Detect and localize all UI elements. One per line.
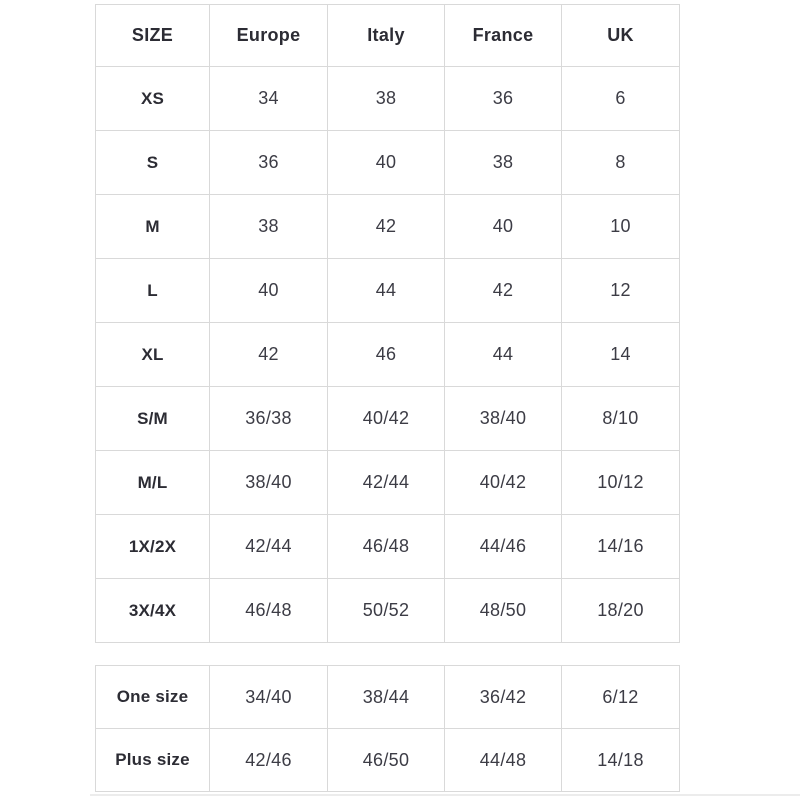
table-row-m: M 38 42 40 10 <box>95 194 680 259</box>
size-label-cell: 3X/4X <box>95 578 210 643</box>
size-value-cell: 46 <box>327 322 445 387</box>
size-value-cell: 6/12 <box>561 665 680 729</box>
column-header-europe: Europe <box>209 4 328 67</box>
table-header-row: SIZE Europe Italy France UK <box>95 4 680 67</box>
size-value-cell: 42/44 <box>209 514 328 579</box>
size-label-cell: S <box>95 130 210 195</box>
size-value-cell: 38 <box>327 66 445 131</box>
size-value-cell: 40 <box>444 194 562 259</box>
size-value-cell: 42/46 <box>209 728 328 792</box>
size-value-cell: 14/16 <box>561 514 680 579</box>
size-value-cell: 36/42 <box>444 665 562 729</box>
column-header-france: France <box>444 4 562 67</box>
size-value-cell: 14/18 <box>561 728 680 792</box>
size-value-cell: 36/38 <box>209 386 328 451</box>
table-row-sm: S/M 36/38 40/42 38/40 8/10 <box>95 386 680 451</box>
size-label-cell: XS <box>95 66 210 131</box>
column-header-size: SIZE <box>95 4 210 67</box>
size-value-cell: 42 <box>209 322 328 387</box>
bottom-divider <box>90 794 800 796</box>
size-value-cell: 6 <box>561 66 680 131</box>
table-row-plussize: Plus size 42/46 46/50 44/48 14/18 <box>95 728 680 792</box>
column-header-uk: UK <box>561 4 680 67</box>
size-value-cell: 48/50 <box>444 578 562 643</box>
table-row-1x2x: 1X/2X 42/44 46/48 44/46 14/16 <box>95 514 680 579</box>
size-value-cell: 50/52 <box>327 578 445 643</box>
size-label-cell: XL <box>95 322 210 387</box>
size-value-cell: 36 <box>444 66 562 131</box>
size-value-cell: 10 <box>561 194 680 259</box>
size-conversion-table: SIZE Europe Italy France UK XS 34 38 36 … <box>95 4 680 643</box>
size-value-cell: 34/40 <box>209 665 328 729</box>
size-value-cell: 42 <box>444 258 562 323</box>
size-label-cell: Plus size <box>95 728 210 792</box>
table-row-s: S 36 40 38 8 <box>95 130 680 195</box>
size-value-cell: 44 <box>444 322 562 387</box>
size-value-cell: 40/42 <box>327 386 445 451</box>
size-value-cell: 40 <box>327 130 445 195</box>
table-row-onesize: One size 34/40 38/44 36/42 6/12 <box>95 665 680 729</box>
table-row-ml: M/L 38/40 42/44 40/42 10/12 <box>95 450 680 515</box>
size-value-cell: 38/40 <box>444 386 562 451</box>
size-value-cell: 38/40 <box>209 450 328 515</box>
size-value-cell: 44 <box>327 258 445 323</box>
size-label-cell: 1X/2X <box>95 514 210 579</box>
table-row-xs: XS 34 38 36 6 <box>95 66 680 131</box>
size-value-cell: 18/20 <box>561 578 680 643</box>
size-value-cell: 44/48 <box>444 728 562 792</box>
size-value-cell: 40/42 <box>444 450 562 515</box>
size-value-cell: 46/48 <box>327 514 445 579</box>
size-value-cell: 36 <box>209 130 328 195</box>
size-value-cell: 10/12 <box>561 450 680 515</box>
table-row-3x4x: 3X/4X 46/48 50/52 48/50 18/20 <box>95 578 680 643</box>
size-value-cell: 8/10 <box>561 386 680 451</box>
size-value-cell: 46/50 <box>327 728 445 792</box>
size-value-cell: 12 <box>561 258 680 323</box>
size-value-cell: 38 <box>444 130 562 195</box>
size-label-cell: L <box>95 258 210 323</box>
size-value-cell: 46/48 <box>209 578 328 643</box>
size-label-cell: S/M <box>95 386 210 451</box>
size-value-cell: 14 <box>561 322 680 387</box>
table-row-xl: XL 42 46 44 14 <box>95 322 680 387</box>
table-row-l: L 40 44 42 12 <box>95 258 680 323</box>
one-size-plus-size-table: One size 34/40 38/44 36/42 6/12 Plus siz… <box>95 665 680 792</box>
size-value-cell: 8 <box>561 130 680 195</box>
size-value-cell: 40 <box>209 258 328 323</box>
column-header-italy: Italy <box>327 4 445 67</box>
size-value-cell: 42 <box>327 194 445 259</box>
size-value-cell: 38/44 <box>327 665 445 729</box>
size-value-cell: 44/46 <box>444 514 562 579</box>
size-label-cell: M/L <box>95 450 210 515</box>
size-label-cell: One size <box>95 665 210 729</box>
size-value-cell: 38 <box>209 194 328 259</box>
size-label-cell: M <box>95 194 210 259</box>
size-value-cell: 42/44 <box>327 450 445 515</box>
size-value-cell: 34 <box>209 66 328 131</box>
